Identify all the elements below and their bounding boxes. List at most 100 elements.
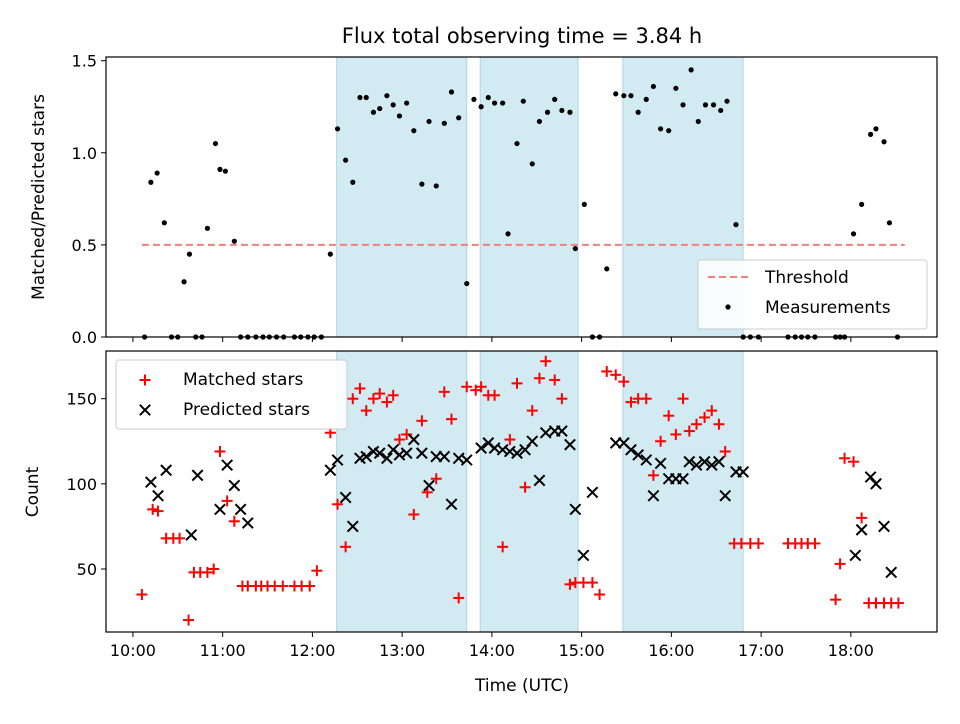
predicted-star-point [632, 448, 645, 461]
matched-star-point [147, 503, 159, 515]
predicted-star-point [849, 549, 862, 562]
measurement-point [867, 131, 874, 137]
predicted-star-point [511, 447, 523, 460]
measurement-point [217, 166, 223, 172]
matched-star-point [601, 365, 613, 377]
predicted-star-point [393, 448, 406, 461]
chart-title: Flux total observing time = 3.84 h [342, 24, 702, 48]
predicted-star-point [475, 442, 488, 454]
measurement-point [500, 100, 506, 106]
matched-star-point [208, 563, 220, 575]
y-tick-label: 1.0 [72, 144, 97, 163]
legend-predicted-label: Predicted stars [183, 400, 310, 420]
matched-star-point [511, 377, 523, 389]
predicted-star-point [713, 455, 725, 468]
matched-star-point [201, 566, 213, 578]
predicted-star-point [324, 464, 337, 477]
measurement-point [222, 168, 228, 174]
matched-star-point [354, 382, 366, 394]
matched-star-point [430, 473, 442, 485]
matched-star-point [830, 594, 842, 606]
matched-star-point [540, 355, 552, 367]
measurement-point [377, 105, 383, 112]
predicted-star-point [705, 459, 718, 472]
measurement-point [529, 161, 535, 167]
measurement-point [464, 280, 470, 287]
matched-star-point [360, 405, 372, 417]
y-tick-label: 100 [66, 475, 97, 494]
legend-matched-marker [139, 374, 151, 386]
measurement-point [478, 104, 484, 110]
measurement-point [559, 107, 565, 114]
matched-star-point [408, 508, 420, 520]
predicted-star-point [864, 471, 877, 483]
matched-star-point [556, 393, 568, 405]
x-tick-label: 16:00 [648, 641, 694, 660]
measurement-point [859, 201, 865, 207]
matched-star-point [497, 541, 509, 553]
ratio-legend: Threshold Measurements [697, 259, 928, 330]
predicted-star-point [555, 425, 568, 437]
matched-star-point [228, 515, 240, 527]
predicted-star-point [683, 455, 696, 468]
measurement-point [635, 109, 641, 115]
predicted-star-point [460, 454, 473, 466]
measurement-point [343, 157, 349, 163]
predicted-star-point [577, 549, 590, 562]
ratio-panel: 0.0 0.5 1.0 1.5 Matched/Predicted stars Thr… [29, 52, 938, 347]
measurement-point [433, 183, 439, 189]
measurement-point [204, 225, 211, 231]
measurement-point [471, 96, 477, 102]
measurement-point [396, 113, 403, 119]
y-tick-label: 150 [66, 390, 97, 409]
measurement-point [581, 201, 587, 207]
x-tick-label: 10:00 [110, 641, 156, 660]
measurement-point [520, 98, 526, 104]
matched-star-point [504, 434, 516, 446]
predicted-star-point [878, 520, 890, 533]
matched-star-point [367, 393, 379, 405]
y-tick-label: 0.0 [72, 328, 97, 347]
measurement-point [186, 251, 193, 257]
measurement-point [695, 118, 701, 125]
matched-star-point [347, 393, 359, 405]
matched-star-point [670, 428, 682, 440]
matched-star-point [340, 541, 352, 553]
predicted-star-point [152, 489, 164, 502]
matched-star-point [461, 381, 473, 393]
matched-star-point [136, 589, 148, 601]
matched-star-point [221, 495, 233, 507]
matched-star-point [438, 386, 450, 398]
predicted-star-point [380, 452, 393, 465]
count-y-axis-label: Count [23, 466, 43, 517]
predicted-star-point [640, 454, 653, 466]
y-tick-label: 1.5 [72, 52, 97, 71]
predicted-star-point [654, 457, 667, 470]
ratio-panel-frame [105, 56, 938, 338]
measurement-point [426, 118, 432, 125]
measurement-point [724, 98, 730, 104]
matched-star-point [304, 580, 316, 592]
measurement-point [411, 128, 417, 134]
measurement-point [441, 120, 447, 126]
matched-star-point [809, 537, 821, 549]
predicted-star-point [331, 454, 344, 466]
predicted-star-point [160, 464, 173, 477]
matched-star-point [381, 396, 393, 408]
predicted-star-point [526, 435, 539, 448]
matched-star-point [752, 537, 764, 549]
matched-star-point [610, 369, 622, 381]
predicted-star-point [870, 477, 882, 490]
measurement-point [628, 93, 634, 99]
predicted-star-point [737, 466, 750, 478]
x-tick-label: 18:00 [828, 641, 874, 660]
matched-star-point [856, 512, 868, 524]
measurement-point [231, 238, 237, 244]
matched-star-point [690, 418, 702, 430]
measurement-point [850, 231, 857, 237]
x-tick-label: 13:00 [379, 641, 425, 660]
legend-predicted-marker [139, 404, 151, 416]
matched-star-point [564, 578, 576, 590]
matched-star-point [174, 532, 186, 544]
predicted-star-point [690, 459, 703, 472]
